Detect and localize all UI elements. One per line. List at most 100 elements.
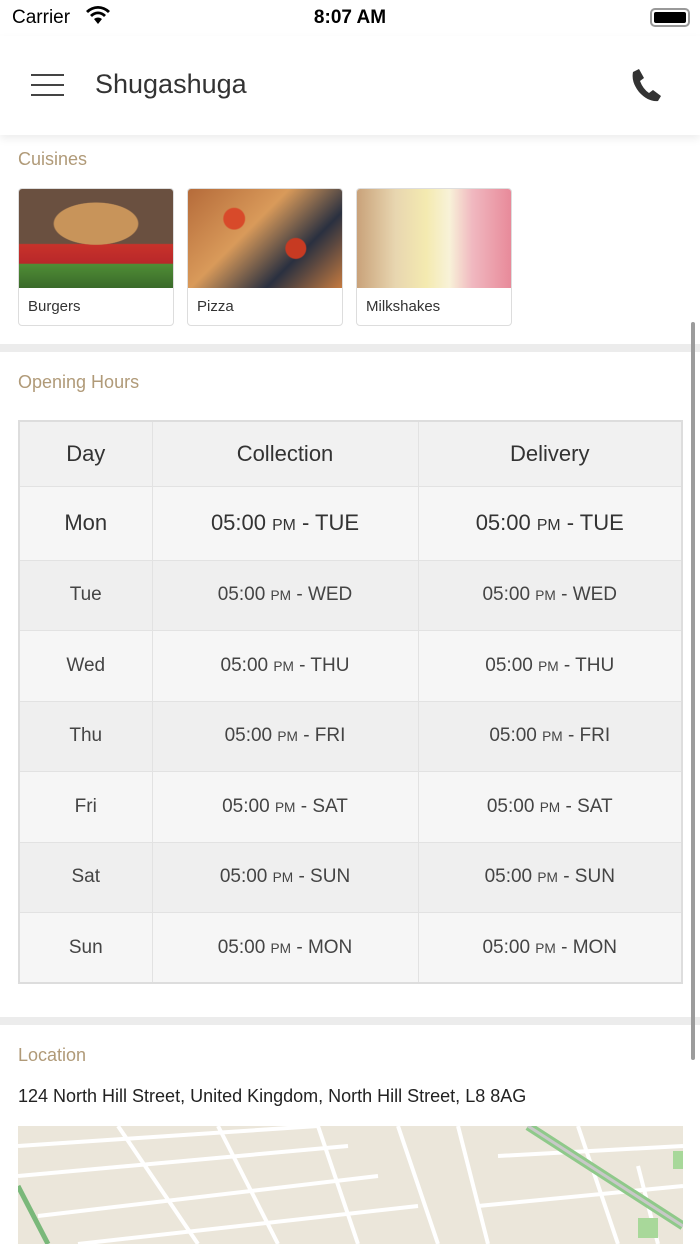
collection-hours-cell: 05:00 PM - THU <box>151 630 419 702</box>
phone-icon[interactable] <box>630 68 662 102</box>
end-day: - SUN <box>298 866 351 888</box>
ampm: PM <box>270 940 292 956</box>
scrollbar[interactable] <box>691 322 695 1060</box>
restaurant-title: Shugashuga <box>95 69 247 99</box>
ampm: PM <box>537 870 558 886</box>
app-header: Shugashuga <box>0 36 700 135</box>
delivery-hours-cell: 05:00 PM - TUE <box>417 485 683 561</box>
collection-hours-cell: 05:00 PM - MON <box>151 912 419 984</box>
table-row: Sun 05:00 PM - MON 05:00 PM - MON <box>18 912 683 984</box>
table-row: Fri 05:00 PM - SAT 05:00 PM - SAT <box>18 771 683 843</box>
end-day: - MON <box>561 936 618 958</box>
section-divider <box>0 1017 700 1025</box>
end-day: - FRI <box>303 725 346 747</box>
time: 05:00 <box>489 725 537 747</box>
day-cell: Sat <box>18 841 153 913</box>
delivery-hours-cell: 05:00 PM - SUN <box>417 841 683 913</box>
table-row: Tue 05:00 PM - WED 05:00 PM - WED <box>18 559 683 631</box>
cuisine-card-burgers[interactable]: Burgers <box>18 188 174 326</box>
collection-hours-cell: 05:00 PM - FRI <box>151 700 419 772</box>
delivery-hours-cell: 05:00 PM - FRI <box>417 700 683 772</box>
ampm: PM <box>274 799 296 815</box>
end-day: - FRI <box>567 725 611 747</box>
table-row: Thu 05:00 PM - FRI 05:00 PM - FRI <box>18 700 683 772</box>
address-text: 124 North Hill Street, United Kingdom, N… <box>18 1086 527 1106</box>
time: 05:00 <box>485 654 533 676</box>
delivery-hours-cell: 05:00 PM - MON <box>417 912 683 984</box>
end-day: - WED <box>561 584 618 606</box>
day-cell: Tue <box>18 559 153 631</box>
collection-hours-cell: 05:00 PM - WED <box>151 559 419 631</box>
time: 05:00 <box>217 936 266 958</box>
time: 05:00 <box>484 866 533 888</box>
ampm: PM <box>272 870 294 886</box>
end-day: - SAT <box>565 795 613 817</box>
ampm: PM <box>542 729 563 745</box>
column-header-delivery: Delivery <box>417 420 683 487</box>
burger-image <box>19 189 173 288</box>
ampm: PM <box>273 658 294 674</box>
pizza-image <box>188 189 342 288</box>
time: 05:00 <box>482 936 531 958</box>
hamburger-icon[interactable] <box>31 74 64 96</box>
time: 05:00 <box>219 866 268 888</box>
battery-icon <box>650 8 690 27</box>
end-day: - SUN <box>563 866 615 888</box>
table-row: Wed 05:00 PM - THU 05:00 PM - THU <box>18 630 683 702</box>
day-cell: Sun <box>18 912 153 984</box>
delivery-hours-cell: 05:00 PM - SAT <box>417 771 683 843</box>
ampm: PM <box>535 940 556 956</box>
end-day: - THU <box>299 654 350 676</box>
ampm: PM <box>538 658 559 674</box>
wifi-icon <box>86 6 110 25</box>
table-row: Sat 05:00 PM - SUN 05:00 PM - SUN <box>18 841 683 913</box>
ampm: PM <box>536 517 561 534</box>
delivery-hours-cell: 05:00 PM - WED <box>417 559 683 631</box>
ampm: PM <box>272 517 296 534</box>
cuisine-card-milkshakes[interactable]: Milkshakes <box>356 188 512 326</box>
end-day: - MON <box>296 936 353 958</box>
opening-hours-table: Day Collection Delivery Mon 05:00 PM - TU… <box>18 420 683 984</box>
cuisine-label: Pizza <box>197 298 234 315</box>
map-streets <box>18 1126 683 1244</box>
end-day: - TUE <box>302 510 360 535</box>
day-cell: Thu <box>18 700 153 772</box>
end-day: - TUE <box>566 510 624 535</box>
ampm: PM <box>539 799 561 815</box>
status-bar: Carrier 8:07 AM <box>0 0 700 36</box>
time: 05:00 <box>475 510 531 535</box>
collection-hours-cell: 05:00 PM - SAT <box>151 771 419 843</box>
day-cell: Fri <box>18 771 153 843</box>
time: 05:00 <box>486 795 535 817</box>
opening-hours-heading: Opening Hours <box>18 372 140 392</box>
cuisine-card-pizza[interactable]: Pizza <box>187 188 343 326</box>
carrier-label: Carrier <box>12 7 71 28</box>
cuisine-label: Milkshakes <box>366 298 441 315</box>
end-day: - SAT <box>300 795 348 817</box>
collection-hours-cell: 05:00 PM - SUN <box>151 841 419 913</box>
ampm: PM <box>535 588 556 604</box>
end-day: - THU <box>563 654 615 676</box>
day-cell: Mon <box>18 485 153 561</box>
day-cell: Wed <box>18 630 153 702</box>
clock: 8:07 AM <box>313 7 387 28</box>
time: 05:00 <box>210 510 266 535</box>
collection-hours-cell: 05:00 PM - TUE <box>151 485 419 561</box>
section-divider <box>0 344 700 352</box>
column-header-day: Day <box>18 420 153 487</box>
delivery-hours-cell: 05:00 PM - THU <box>417 630 683 702</box>
table-row: Mon 05:00 PM - TUE 05:00 PM - TUE <box>18 485 683 561</box>
end-day: - WED <box>296 584 353 606</box>
cuisine-label: Burgers <box>28 298 81 315</box>
table-header-row: Day Collection Delivery <box>18 420 683 487</box>
milkshake-image <box>357 189 511 288</box>
location-map[interactable] <box>18 1126 683 1244</box>
column-header-collection: Collection <box>151 420 419 487</box>
cuisines-heading: Cuisines <box>18 149 88 169</box>
time: 05:00 <box>220 654 269 676</box>
ampm: PM <box>270 588 292 604</box>
location-heading: Location <box>18 1045 87 1065</box>
time: 05:00 <box>482 584 531 606</box>
time: 05:00 <box>222 795 270 817</box>
ampm: PM <box>277 729 298 745</box>
